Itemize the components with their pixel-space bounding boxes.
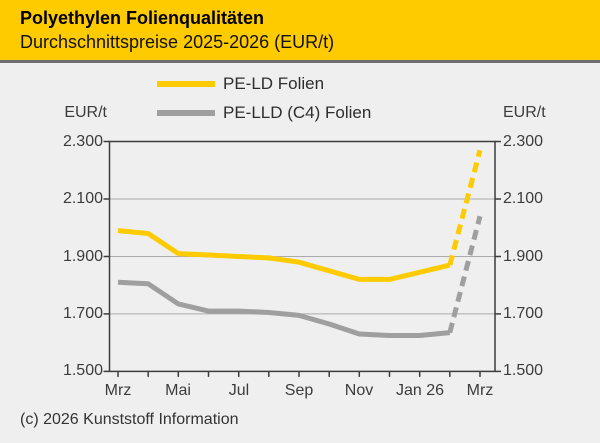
- y-tick-label-right: 1.700: [503, 305, 544, 322]
- legend-swatch-pe-lld: [157, 110, 215, 116]
- series-forecast-line-0: [447, 149, 483, 266]
- y-tick-label-right: 1.500: [503, 362, 544, 379]
- legend-label-pe-lld: PE-LLD (C4) Folien: [223, 103, 372, 122]
- x-tick-label: Jan 26: [395, 382, 445, 399]
- series-forecast-line-1: [447, 215, 483, 334]
- x-tick-label: Sep: [284, 382, 314, 399]
- y-tick-label-right: 2.300: [503, 133, 544, 150]
- legend-swatch-pe-ld: [157, 81, 215, 87]
- x-tick-label: Jul: [228, 382, 250, 399]
- page-title: Polyethylen Folienqualitäten: [20, 8, 265, 28]
- y-axis-unit-left: EUR/t: [64, 104, 107, 121]
- y-tick-label-left: 1.500: [62, 362, 103, 379]
- y-tick-label-right: 1.900: [503, 248, 544, 265]
- plot-border: [108, 140, 496, 373]
- x-tick-label: Mrz: [104, 382, 132, 399]
- legend-label-pe-ld: PE-LD Folien: [223, 74, 325, 93]
- y-tick-label-right: 2.100: [503, 190, 544, 207]
- y-axis-unit-right: EUR/t: [503, 104, 546, 121]
- copyright-notice: (c) 2026 Kunststoff Information: [20, 411, 239, 428]
- series-line-1: [117, 279, 451, 338]
- page-subtitle: Durchschnittspreise 2025-2026 (EUR/t): [20, 32, 335, 52]
- series-line-0: [117, 228, 451, 282]
- y-tick-label-left: 1.900: [62, 248, 103, 265]
- chart-header: Polyethylen Folienqualitäten Durchschnit…: [0, 0, 600, 60]
- y-tick-label-left: 2.300: [62, 133, 103, 150]
- x-tick-label: Nov: [344, 382, 374, 399]
- y-tick-label-left: 2.100: [62, 190, 103, 207]
- x-tick-label: Mai: [165, 382, 191, 399]
- header-separator: [0, 60, 600, 63]
- y-tick-label-left: 1.700: [62, 305, 103, 322]
- x-tick-label: Mrz: [466, 382, 494, 399]
